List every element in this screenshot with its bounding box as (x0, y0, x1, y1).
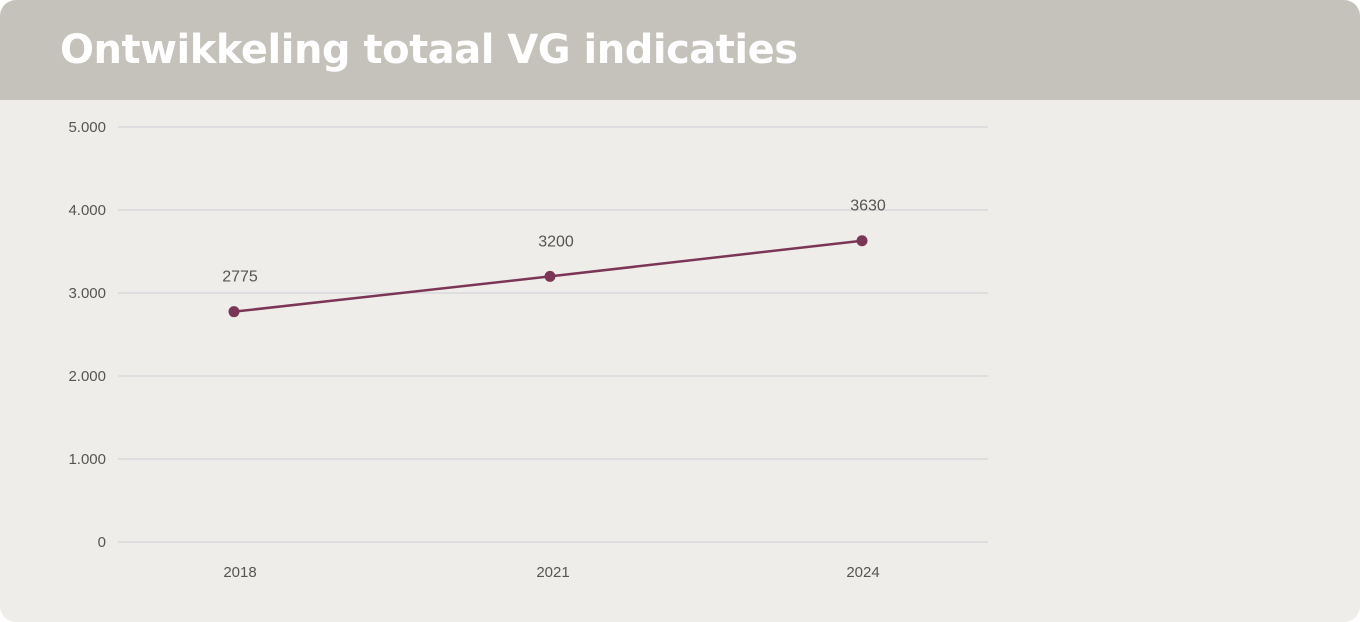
y-tick-label: 2.000 (68, 368, 106, 385)
y-tick-label: 1.000 (68, 451, 106, 468)
data-point[interactable] (856, 235, 868, 247)
chart-title: Ontwikkeling totaal VG indicaties (60, 27, 798, 73)
series-line-group (228, 235, 868, 318)
data-label: 2775 (222, 269, 258, 286)
y-tick-label: 0 (98, 534, 106, 551)
y-tick-label: 5.000 (68, 119, 106, 136)
x-tick-label: 2018 (223, 564, 256, 581)
data-point[interactable] (544, 270, 556, 282)
x-axis-ticks: 2018 2021 2024 (223, 564, 879, 581)
grid-lines (118, 126, 988, 543)
data-labels: 2775 3200 3630 (222, 198, 886, 286)
y-axis-ticks: 0 1.000 2.000 3.000 4.000 5.000 (68, 119, 106, 551)
data-label: 3200 (538, 233, 574, 250)
header-bar: Ontwikkeling totaal VG indicaties (0, 0, 1360, 100)
x-tick-label: 2024 (846, 564, 879, 581)
y-tick-label: 3.000 (68, 285, 106, 302)
data-label: 3630 (850, 198, 886, 215)
y-tick-label: 4.000 (68, 202, 106, 219)
data-point[interactable] (228, 306, 240, 318)
x-tick-label: 2021 (536, 564, 569, 581)
